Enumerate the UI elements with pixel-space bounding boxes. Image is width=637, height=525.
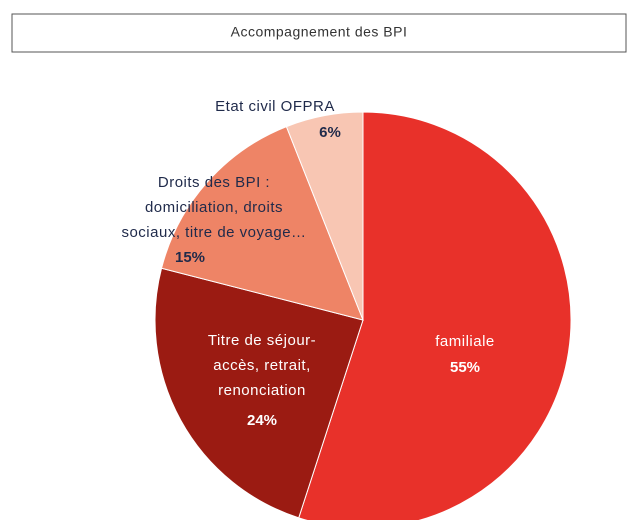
value-label: 15% — [175, 249, 205, 266]
slice-label: domiciliation, droits — [145, 199, 283, 216]
value-label: 55% — [450, 359, 480, 376]
title-box — [11, 13, 627, 53]
chart-title: Accompagnement des BPI — [231, 24, 408, 40]
slice-label: Droits des BPI : — [158, 174, 270, 191]
slice-label: Titre de séjour- — [208, 332, 316, 349]
slice-label: renonciation — [218, 382, 306, 399]
value-label: 24% — [247, 412, 277, 429]
slice-label: accès, retrait, — [213, 357, 311, 374]
pie-slice — [160, 125, 364, 321]
pie-slice — [285, 111, 364, 321]
slice-label: familiale — [435, 333, 495, 350]
value-label: 6% — [319, 124, 341, 141]
pie-slice — [154, 267, 364, 519]
slice-label: sociaux, titre de voyage… — [121, 224, 306, 241]
slice-label: Etat civil OFPRA — [215, 98, 335, 115]
